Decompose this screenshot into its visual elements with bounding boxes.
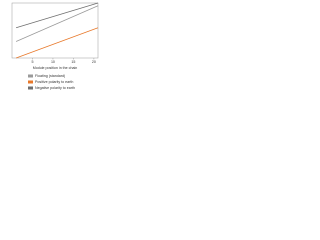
x-axis-label: Module position in the chain xyxy=(33,66,78,70)
chart: Module position in the chain 5 10 15 20 Floa… xyxy=(11,2,99,90)
legend-label: Positive polarity to earth xyxy=(35,80,73,84)
x-tick-label: 10 xyxy=(51,60,55,64)
legend-label: Floating (standard) xyxy=(35,74,65,78)
series-line xyxy=(15,5,99,42)
legend-label: Negative polarity to earth xyxy=(35,86,75,90)
legend-swatch xyxy=(28,80,33,84)
legend-swatch xyxy=(28,74,33,78)
series-line xyxy=(15,27,99,59)
legend-swatch xyxy=(28,86,33,90)
series-line xyxy=(15,2,99,29)
x-tick-label: 15 xyxy=(71,60,75,64)
x-tick-label: 20 xyxy=(92,60,96,64)
x-tick-label: 5 xyxy=(31,60,33,64)
